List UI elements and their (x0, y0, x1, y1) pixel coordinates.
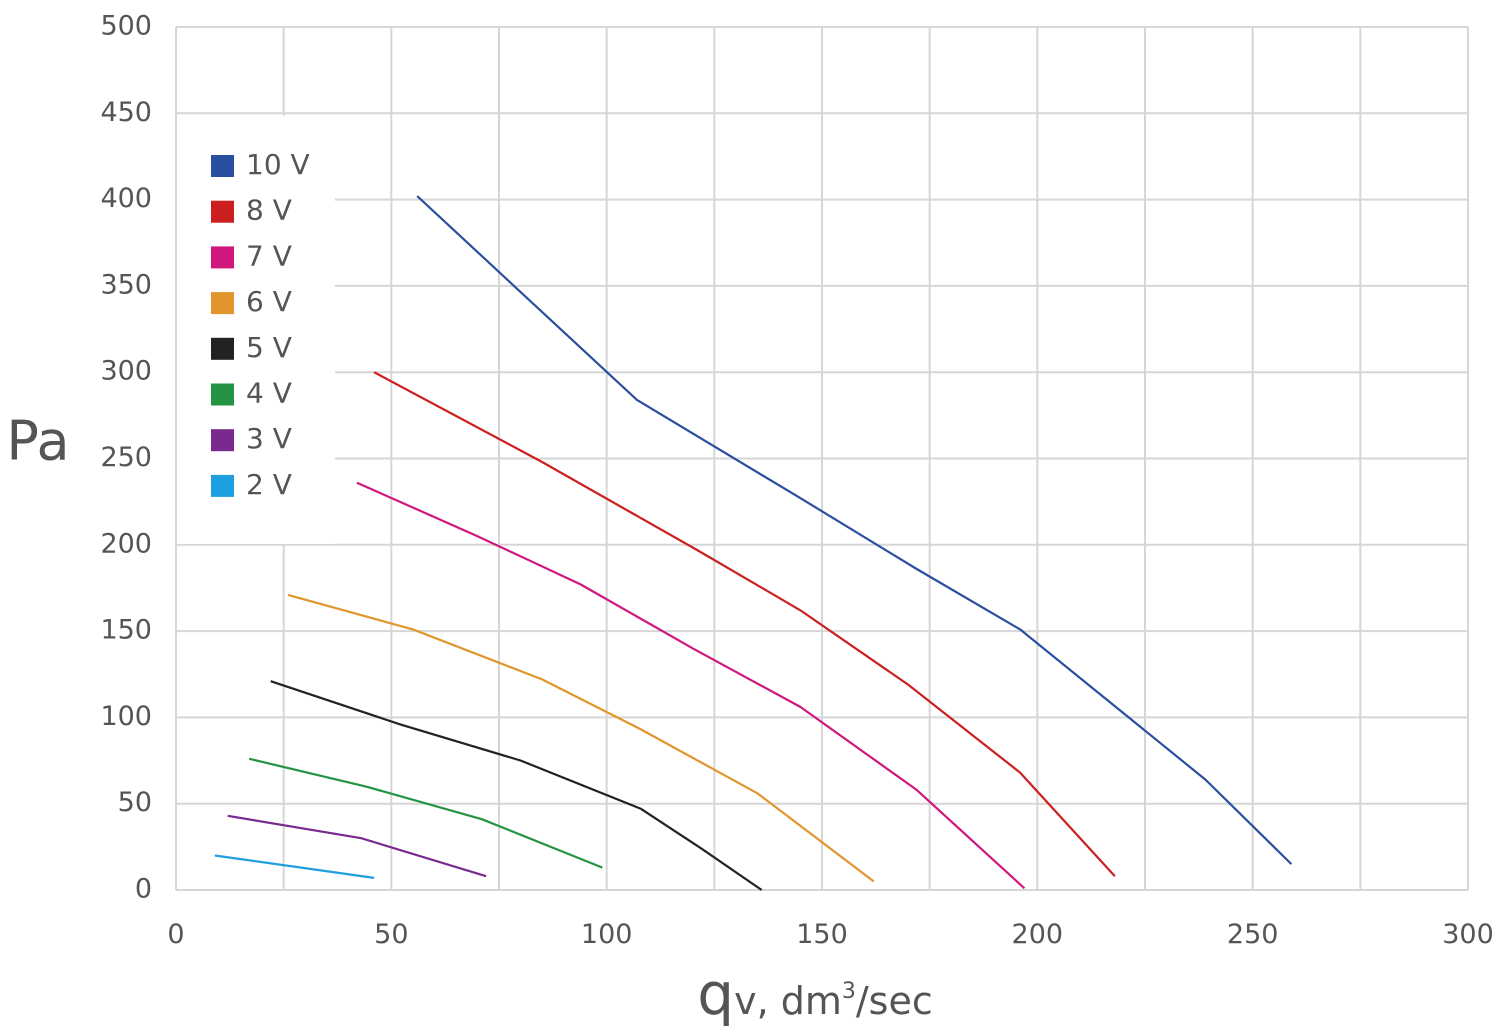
y-tick-label: 150 (100, 615, 152, 646)
x-axis-label-suffix: /sec (856, 979, 933, 1023)
y-tick-label: 450 (100, 97, 152, 128)
y-axis-label: Pa (6, 410, 69, 473)
series-line-3v (227, 814, 487, 878)
series-line-7v (356, 481, 1026, 890)
y-tick-label: 350 (100, 269, 152, 300)
x-axis-label: qv, dm3/sec (697, 960, 933, 1028)
series-line-6v (287, 593, 875, 883)
legend-swatch (211, 429, 234, 452)
legend-swatch (211, 200, 234, 223)
legend-label: 2 V (246, 468, 292, 501)
legend-label: 8 V (246, 194, 292, 227)
y-tick-label: 50 (118, 787, 152, 818)
x-tick-label: 100 (581, 919, 633, 950)
y-tick-label: 100 (100, 701, 152, 732)
legend-label: 7 V (246, 239, 292, 272)
legend-swatch (211, 474, 234, 497)
legend-label: 5 V (246, 331, 292, 364)
x-tick-label: 150 (796, 919, 848, 950)
series-line-2v (214, 854, 375, 879)
legend-swatch (211, 155, 234, 177)
y-axis-ticks: 0 50 100 150 200 250 300 350 400 450 500 (100, 11, 152, 905)
series-line-8v (373, 371, 1116, 877)
legend-swatch (211, 383, 234, 406)
x-axis-label-main: q (697, 960, 734, 1028)
x-tick-label: 50 (374, 919, 408, 950)
x-tick-label: 200 (1012, 919, 1064, 950)
series-line-5v (270, 680, 763, 891)
legend-swatch (211, 246, 234, 269)
series-line-4v (248, 757, 603, 869)
legend-swatch (211, 292, 234, 315)
x-tick-label: 300 (1442, 919, 1494, 950)
grid (175, 26, 1469, 891)
y-tick-label: 250 (100, 442, 152, 473)
x-axis-label-subscript: v, dm (734, 979, 842, 1023)
legend-label: 6 V (246, 285, 292, 318)
legend-swatch (211, 337, 234, 360)
y-tick-label: 0 (135, 874, 152, 905)
y-tick-label: 300 (100, 356, 152, 387)
x-tick-label: 0 (167, 919, 184, 950)
x-tick-label: 250 (1227, 919, 1279, 950)
x-axis-ticks: 0 50 100 150 200 250 300 (167, 919, 1493, 950)
legend-label: 10 V (246, 148, 310, 181)
y-tick-label: 500 (100, 11, 152, 42)
legend: 10 V 8 V 7 V 6 V 5 V 4 V 3 V 2 V (211, 148, 310, 501)
legend-box (177, 116, 335, 544)
series-lines (214, 195, 1293, 891)
y-tick-label: 200 (100, 528, 152, 559)
x-axis-label-superscript: 3 (842, 979, 856, 1004)
legend-label: 3 V (246, 422, 292, 455)
series-line-10v (416, 195, 1293, 865)
y-tick-label: 400 (100, 183, 152, 214)
legend-label: 4 V (246, 377, 292, 410)
